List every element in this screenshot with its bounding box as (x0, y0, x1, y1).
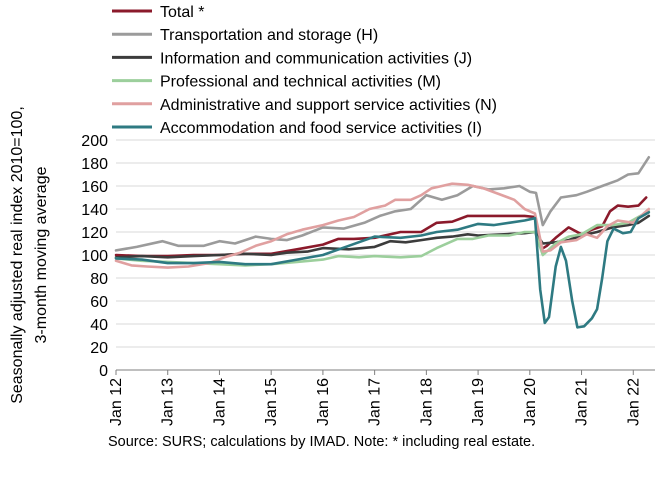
y-tick-label: 200 (81, 133, 108, 150)
y-tick-label: 120 (81, 225, 108, 242)
series-line-4 (114, 182, 651, 269)
x-tick-label: Jan 19 (470, 378, 487, 426)
y-axis-label-line1: Seasonally adjusted real index 2010=100, (9, 106, 26, 404)
legend-label-0: Total * (160, 4, 204, 21)
x-tick-label: Jan 21 (574, 378, 591, 426)
x-axis-ticks: Jan 12 Jan 13 Jan 14 Jan 15 Jan 16 Jan 17 Jan … (108, 370, 642, 426)
x-tick-label: Jan 14 (211, 378, 228, 426)
series-line-5 (114, 211, 651, 329)
x-tick-label: Jan 13 (160, 378, 177, 426)
legend-label-3: Professional and technical activities (M… (160, 74, 441, 91)
x-tick-label: Jan 18 (418, 378, 435, 426)
x-tick-label: Jan 15 (263, 378, 280, 426)
legend-label-4: Administrative and support service activ… (160, 97, 497, 114)
y-axis-label-line2: 3-month moving average (33, 166, 50, 343)
y-tick-label: 140 (81, 202, 108, 219)
legend-label-2: Information and communication activities… (160, 50, 472, 67)
x-tick-label: Jan 20 (522, 378, 539, 426)
y-tick-label: 160 (81, 179, 108, 196)
y-tick-label: 180 (81, 156, 108, 173)
y-tick-label: 0 (99, 363, 108, 380)
y-tick-label: 40 (90, 317, 108, 334)
source-note: Source: SURS; calculations by IMAD. Note… (108, 434, 536, 450)
x-tick-label: Jan 12 (108, 378, 125, 426)
series-line-1 (114, 156, 651, 252)
y-axis-ticks: 0 20 40 60 80 100 120 140 160 180 200 (81, 133, 108, 380)
series-lines (114, 156, 651, 329)
y-tick-label: 80 (90, 271, 108, 288)
series-line-3 (114, 210, 651, 267)
legend: Total * Transportation and storage (H) Inf… (112, 4, 497, 137)
legend-label-1: Transportation and storage (H) (160, 27, 378, 44)
y-tick-label: 100 (81, 248, 108, 265)
x-tick-label: Jan 17 (367, 378, 384, 426)
x-tick-label: Jan 16 (315, 378, 332, 426)
y-tick-label: 60 (90, 294, 108, 311)
legend-label-5: Accommodation and food service activitie… (160, 120, 482, 137)
y-tick-label: 20 (90, 340, 108, 357)
x-tick-label: Jan 22 (625, 378, 642, 426)
